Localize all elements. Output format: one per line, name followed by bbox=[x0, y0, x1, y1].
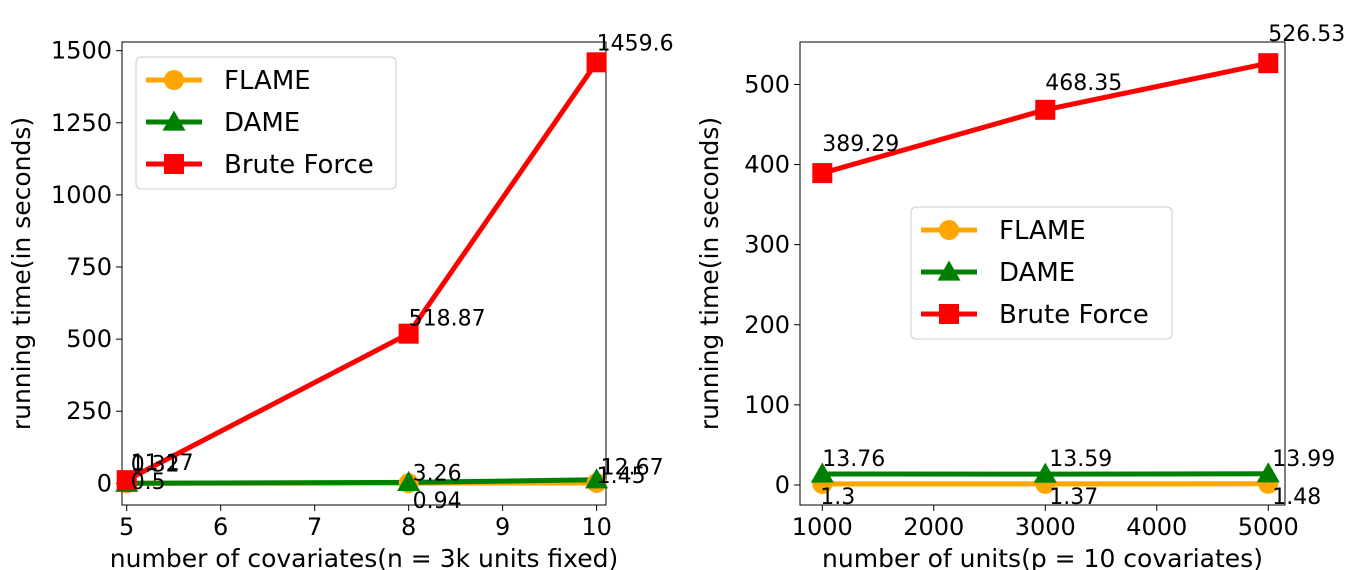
x-tick-label: 7 bbox=[307, 513, 322, 541]
data-label: 13.59 bbox=[1049, 447, 1112, 472]
x-axis-label: number of units(p = 10 covariates) bbox=[822, 544, 1263, 570]
data-label: 1.37 bbox=[1049, 485, 1098, 510]
data-label: 0.94 bbox=[413, 489, 462, 514]
chart-units: 1000 2000 3000 4000 5000 0 100 200 300 400 500 numb… bbox=[695, 22, 1345, 570]
legend-label: FLAME bbox=[224, 66, 311, 96]
data-label: 0.32 bbox=[131, 452, 180, 477]
data-label: 518.87 bbox=[409, 307, 486, 332]
y-tick-label: 0 bbox=[775, 471, 790, 499]
y-tick-label: 1000 bbox=[51, 181, 112, 209]
y-tick-label: 750 bbox=[66, 253, 112, 281]
legend-marker bbox=[939, 220, 959, 240]
data-label: 0.5 bbox=[131, 470, 166, 495]
x-tick-label: 2000 bbox=[903, 513, 964, 541]
x-tick-label: 3000 bbox=[1015, 513, 1076, 541]
data-label: 13.76 bbox=[822, 447, 885, 472]
x-tick-label: 4000 bbox=[1126, 513, 1187, 541]
data-point-brute-force bbox=[398, 323, 419, 344]
legend-label: FLAME bbox=[999, 216, 1086, 246]
x-tick-label: 1000 bbox=[792, 513, 853, 541]
series-line-dame bbox=[126, 477, 597, 486]
plot-frame bbox=[799, 41, 1286, 506]
data-point-brute-force bbox=[812, 163, 833, 184]
y-tick-label: 200 bbox=[744, 311, 790, 339]
data-label: 526.53 bbox=[1268, 22, 1345, 47]
chart-covariates: 5 6 7 8 9 10 0 250 500 750 1000 1250 1500 number of c… bbox=[7, 31, 674, 570]
y-tick-label: 500 bbox=[744, 70, 790, 98]
legend-box bbox=[910, 206, 1173, 340]
data-point-brute-force bbox=[116, 470, 137, 491]
y-tick-label: 1500 bbox=[51, 37, 112, 65]
y-tick-label: 100 bbox=[744, 391, 790, 419]
data-point-dame bbox=[585, 468, 609, 489]
legend-marker bbox=[162, 110, 186, 131]
legend-box bbox=[135, 56, 397, 190]
data-label: 12.67 bbox=[601, 456, 664, 481]
plot-frame bbox=[121, 41, 607, 506]
data-label: 1.48 bbox=[1272, 485, 1321, 510]
legend-label: DAME bbox=[999, 258, 1075, 288]
x-tick-label: 5 bbox=[119, 513, 134, 541]
data-point-dame bbox=[397, 470, 421, 492]
y-tick-label: 300 bbox=[744, 231, 790, 259]
data-label: 389.29 bbox=[822, 132, 899, 157]
data-label: 11.17 bbox=[131, 451, 194, 476]
y-axis-label: running time(in seconds) bbox=[695, 117, 724, 430]
y-tick-label: 1250 bbox=[51, 109, 112, 137]
data-point-dame bbox=[810, 462, 834, 483]
x-tick-label: 10 bbox=[581, 513, 612, 541]
legend-label: DAME bbox=[224, 108, 300, 138]
y-tick-label: 0 bbox=[97, 469, 112, 497]
data-point-dame bbox=[1033, 462, 1057, 483]
data-point-brute-force bbox=[1258, 53, 1279, 74]
data-label: 1.45 bbox=[597, 464, 646, 489]
x-tick-label: 6 bbox=[213, 513, 228, 541]
y-axis-label: running time(in seconds) bbox=[7, 117, 36, 430]
data-label: 1.3 bbox=[820, 485, 855, 510]
legend-marker bbox=[937, 260, 961, 281]
legend-marker bbox=[164, 70, 184, 90]
x-axis-label: number of covariates(n = 3k units fixed) bbox=[110, 544, 618, 570]
data-label: 1459.6 bbox=[597, 31, 674, 56]
legend-marker bbox=[164, 154, 184, 174]
y-tick-label: 250 bbox=[66, 397, 112, 425]
y-tick-label: 400 bbox=[744, 151, 790, 179]
data-point-brute-force bbox=[1035, 99, 1056, 120]
y-tick-label: 500 bbox=[66, 325, 112, 353]
x-tick-label: 5000 bbox=[1238, 513, 1299, 541]
data-label: 468.35 bbox=[1045, 71, 1122, 96]
data-label: 3.26 bbox=[413, 461, 462, 486]
x-tick-label: 9 bbox=[495, 513, 510, 541]
data-point-dame bbox=[1256, 462, 1280, 483]
x-tick-label: 8 bbox=[401, 513, 416, 541]
data-label: 13.99 bbox=[1272, 447, 1335, 472]
legend-marker bbox=[939, 304, 959, 324]
legend-label: Brute Force bbox=[999, 300, 1149, 330]
data-point-brute-force bbox=[586, 52, 607, 73]
legend-label: Brute Force bbox=[224, 150, 374, 180]
